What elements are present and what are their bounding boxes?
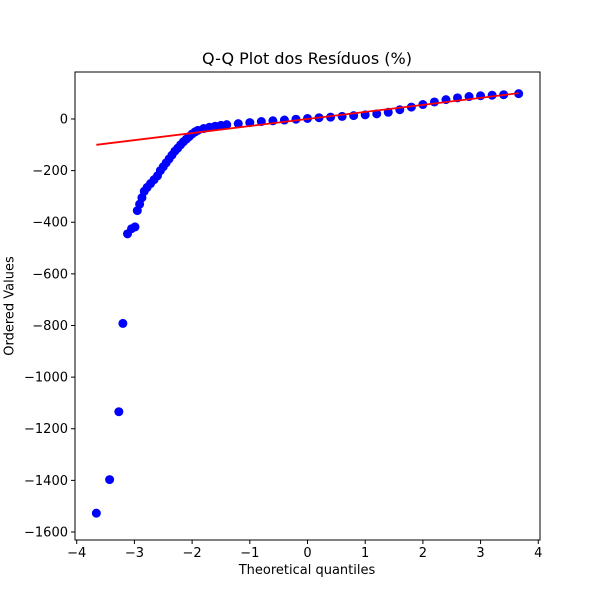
x-tick-label: −2 (183, 546, 202, 561)
y-tick-label: −1000 (24, 371, 68, 386)
x-tick-label: −4 (67, 546, 86, 561)
y-tick-label: −1400 (24, 474, 68, 489)
data-point (326, 112, 336, 122)
y-tick-label: 0 (60, 112, 68, 127)
fit-line (96, 92, 519, 146)
data-point (105, 475, 115, 485)
y-tick-label: −800 (32, 319, 68, 334)
data-point (245, 118, 255, 128)
data-point (279, 115, 289, 125)
y-tick-label: −1200 (24, 422, 68, 437)
data-point (91, 508, 101, 518)
x-tick-label: −1 (240, 546, 259, 561)
data-point (222, 120, 232, 130)
x-tick-label: 0 (303, 546, 311, 561)
data-point (118, 318, 128, 328)
data-point (233, 119, 243, 129)
x-tick-label: 1 (361, 546, 369, 561)
data-point (130, 222, 140, 232)
y-tick-label: −200 (32, 164, 68, 179)
x-tick-label: 4 (534, 546, 542, 561)
x-axis-label: Theoretical quantiles (238, 563, 376, 578)
plot-frame (74, 71, 541, 541)
data-point (429, 97, 439, 107)
y-axis-label: Ordered Values (3, 256, 18, 356)
y-tick-label: −400 (32, 216, 68, 231)
x-tick-label: −3 (125, 546, 144, 561)
x-tick-label: 3 (476, 546, 484, 561)
chart-title: Q-Q Plot dos Resíduos (%) (202, 49, 412, 68)
y-tick-label: −600 (32, 267, 68, 282)
data-point (337, 111, 347, 121)
data-point (114, 407, 124, 417)
y-tick-label: −1600 (24, 525, 68, 540)
x-tick-label: 2 (419, 546, 427, 561)
